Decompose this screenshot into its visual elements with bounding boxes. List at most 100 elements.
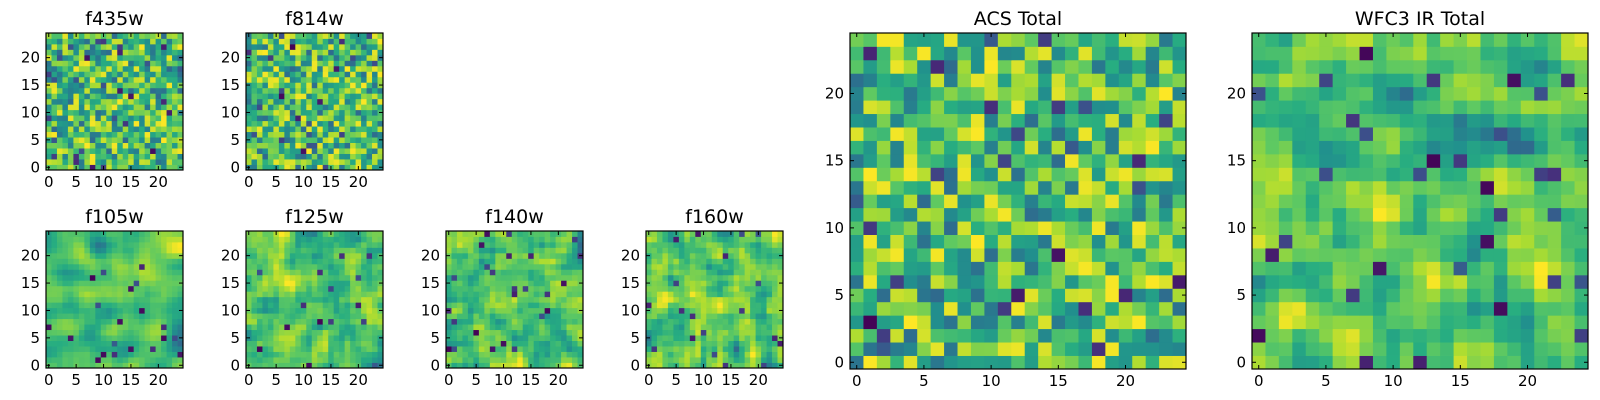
heatmap-cell [95,87,102,94]
heatmap-cell [1132,301,1147,316]
heatmap-cell [155,329,162,336]
heatmap-cell [246,76,252,83]
heatmap-cell [311,252,318,259]
heatmap-cell [462,285,469,292]
heatmap-cell [46,263,52,270]
heatmap-cell [300,82,307,89]
heatmap-cell [678,302,685,309]
heatmap-cell [667,247,674,254]
heatmap-cell [117,313,124,320]
heatmap-cell [111,357,118,363]
heatmap-cell [728,280,735,287]
heatmap-cell [646,346,652,352]
heatmap-cell [1132,86,1147,101]
heatmap-cell [78,263,85,270]
heatmap-cell [506,241,513,248]
heatmap-cell [267,280,274,287]
heatmap-cell [1507,180,1522,195]
heatmap-cell [328,148,335,154]
heatmap-cell [850,127,864,141]
heatmap-cell [56,76,63,83]
heatmap-cell [766,252,773,259]
heatmap-cell [1520,248,1535,262]
heatmap-cell [56,241,63,248]
heatmap-cell [95,93,102,100]
heatmap-cell [111,148,118,154]
heatmap-cell [1011,207,1026,222]
heatmap-cell [772,313,778,320]
heatmap-cell [572,269,578,276]
heatmap-cell [89,54,96,61]
heatmap-cell [1426,328,1441,343]
heatmap-cell [355,131,362,138]
heatmap-cell [117,280,124,287]
heatmap-cell [1346,315,1360,330]
heatmap-cell [51,231,58,237]
heatmap-cell [1105,127,1120,141]
heatmap-cell [117,318,124,325]
heatmap-cell [667,329,674,336]
heatmap-cell [350,241,356,248]
heatmap-cell [73,142,80,149]
heatmap-cell [489,231,496,237]
heatmap-cell [511,313,518,320]
heatmap-cell [100,258,107,265]
y-tick-label: 5 [30,131,40,149]
heatmap-cell [73,148,80,154]
heatmap-cell [366,280,373,287]
heatmap-cell [128,335,135,341]
heatmap-cell [1011,288,1026,303]
heatmap-cell [62,104,69,111]
heatmap-cell [366,164,373,171]
heatmap-cell [539,351,546,358]
heatmap-cell [355,60,362,67]
heatmap-cell [295,241,302,248]
heatmap-cell [333,33,340,39]
heatmap-cell [177,71,184,78]
heatmap-cell [172,313,178,320]
heatmap-cell [1105,140,1120,155]
heatmap-cell [944,288,958,303]
heatmap-cell [133,346,140,352]
heatmap-cell [1078,113,1093,128]
heatmap-cell [339,285,346,292]
heatmap-cell [306,142,313,149]
heatmap-cell [656,313,663,320]
heatmap-cell [311,285,318,292]
heatmap-cell [166,318,173,325]
heatmap-cell [317,269,324,276]
heatmap-cell [689,302,696,309]
heatmap-cell [172,104,178,111]
heatmap-cell [172,93,178,100]
heatmap-cell [133,357,140,363]
heatmap-cell [246,142,252,149]
heatmap-cell [328,137,335,143]
heatmap-cell [300,131,307,138]
heatmap-cell [1145,288,1160,303]
heatmap-cell [739,335,746,341]
heatmap-cell [73,351,80,358]
heatmap-cell [755,340,762,347]
heatmap-cell [84,258,91,265]
heatmap-cell [106,153,113,160]
heatmap-cell [777,241,784,248]
heatmap-cell [522,362,529,369]
heatmap-cell [876,328,891,343]
heatmap-cell [550,324,556,331]
heatmap-cell [1172,315,1187,330]
heatmap-cell [155,307,162,314]
heatmap-cell [1065,59,1079,74]
heatmap-cell [903,86,918,101]
heatmap-cell [284,231,291,237]
heatmap-cell [467,263,474,270]
heatmap-cell [161,231,167,237]
heatmap-cell [62,313,69,320]
heatmap-cell [1091,315,1106,330]
heatmap-cell [766,329,773,336]
heatmap-cell [89,351,96,358]
heatmap-cell [1132,140,1147,155]
heatmap-cell [1332,221,1347,235]
heatmap-cell [506,236,513,243]
heatmap-cell [251,164,258,171]
heatmap-cell [267,231,274,237]
